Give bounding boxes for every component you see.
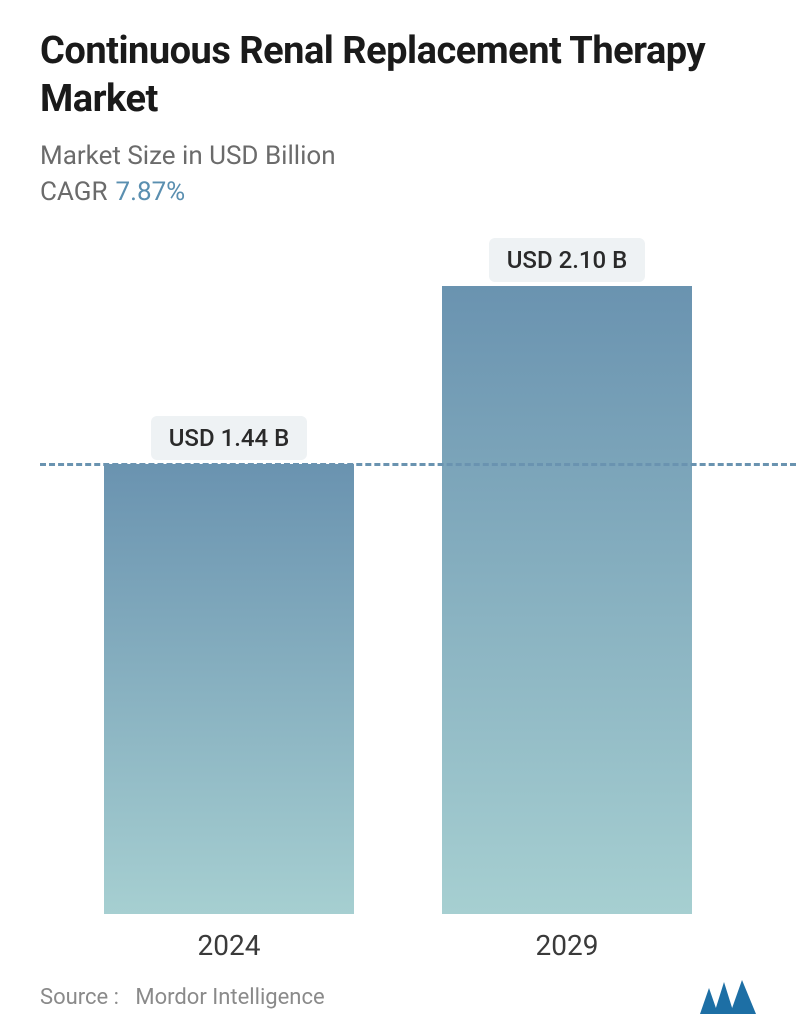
mordor-logo-icon [700, 980, 756, 1014]
cagr-label: CAGR [40, 177, 107, 207]
logo-bar-2 [714, 982, 734, 1014]
source-label: Source : [40, 985, 119, 1010]
footer: Source : Mordor Intelligence [40, 980, 756, 1014]
cagr-value: 7.87% [115, 177, 185, 207]
bar-label-1: USD 2.10 B [489, 238, 646, 282]
chart-subtitle: Market Size in USD Billion [40, 141, 756, 171]
reference-line [40, 463, 796, 466]
bars-group: USD 1.44 B USD 2.10 B [0, 240, 796, 914]
source-value: Mordor Intelligence [135, 985, 324, 1010]
bar-group-0: USD 1.44 B [104, 416, 354, 914]
source-attribution: Source : Mordor Intelligence [40, 985, 325, 1010]
cagr-row: CAGR 7.87% [40, 177, 756, 207]
bar-group-1: USD 2.10 B [442, 238, 692, 914]
chart-area: USD 1.44 B USD 2.10 B [0, 240, 796, 914]
chart-container: Continuous Renal Replacement Therapy Mar… [0, 0, 796, 1034]
bar-1 [442, 286, 692, 914]
chart-title: Continuous Renal Replacement Therapy Mar… [40, 28, 756, 123]
x-axis: 2024 2029 [0, 929, 796, 962]
x-axis-label-1: 2029 [442, 929, 692, 962]
bar-label-0: USD 1.44 B [151, 416, 308, 460]
logo-bar-3 [730, 980, 756, 1014]
x-axis-label-0: 2024 [104, 929, 354, 962]
bar-0 [104, 464, 354, 914]
